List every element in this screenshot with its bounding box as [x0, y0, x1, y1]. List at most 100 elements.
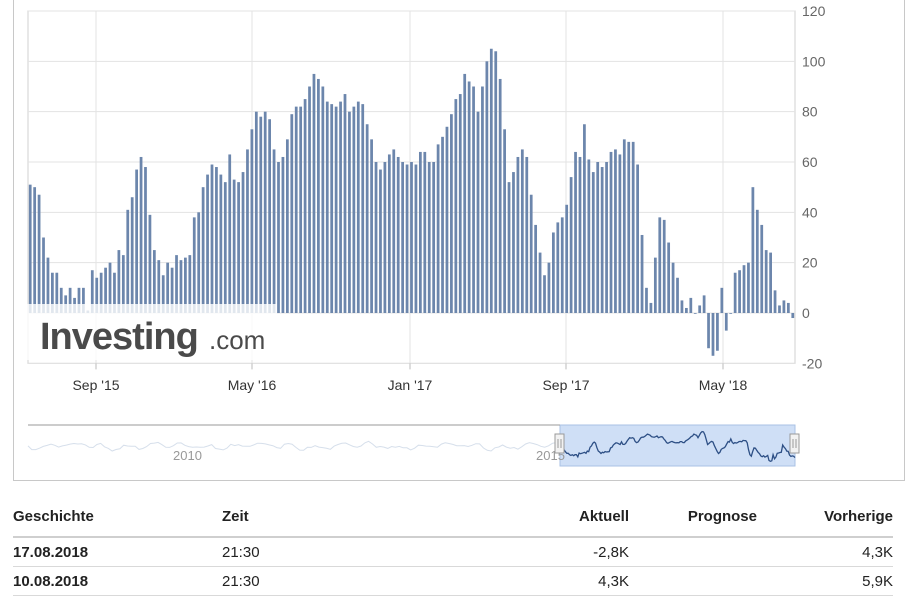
bar [760, 224, 764, 313]
bar [556, 222, 560, 313]
bar [59, 287, 63, 313]
watermark-suffix: .com [209, 325, 265, 355]
grid-lines [27, 10, 796, 364]
history-table-section: Geschichte Zeit Aktuell Prognose Vorheri… [0, 496, 916, 596]
y-tick-label: 120 [802, 3, 826, 19]
bar [130, 197, 134, 313]
bar [791, 313, 795, 319]
row-date: 17.08.2018 [13, 537, 222, 567]
bar [99, 272, 103, 313]
bar [108, 262, 112, 313]
bar [520, 149, 524, 313]
bar [716, 313, 719, 351]
bar [547, 262, 551, 313]
navigator-left-handle[interactable] [554, 433, 565, 454]
bar [418, 151, 422, 313]
navigator[interactable]: 2010 2015 [27, 424, 800, 467]
bar [139, 156, 143, 313]
x-tick-label: May '16 [228, 377, 277, 393]
bar [463, 73, 467, 313]
bar [583, 124, 586, 313]
bar [348, 111, 351, 313]
bar [374, 162, 378, 313]
bar [312, 73, 316, 313]
bar [241, 172, 245, 313]
bar [68, 287, 72, 313]
header-time[interactable]: Zeit [222, 496, 442, 538]
bar [618, 154, 622, 313]
bar [627, 141, 631, 313]
bar [738, 270, 741, 313]
bar [498, 78, 502, 313]
bar [250, 129, 254, 313]
bar [494, 51, 498, 314]
bar [334, 106, 338, 313]
bar [658, 217, 662, 313]
bar [263, 111, 267, 313]
header-forecast[interactable]: Prognose [629, 496, 757, 538]
bar [485, 61, 489, 313]
x-tick-label: May '18 [699, 377, 748, 393]
watermark-backdrop [27, 304, 277, 360]
bar [631, 141, 635, 313]
header-actual[interactable]: Aktuell [442, 496, 629, 538]
y-tick-label: 100 [802, 53, 826, 69]
x-tick-label: Sep '17 [542, 377, 589, 393]
bar [600, 167, 604, 313]
bar [751, 187, 755, 313]
header-date[interactable]: Geschichte [13, 496, 222, 538]
bar [450, 114, 453, 314]
bar [330, 104, 334, 314]
bar [157, 260, 161, 313]
bar [458, 94, 462, 313]
bar [423, 151, 427, 313]
bar [303, 99, 307, 313]
bar [28, 184, 32, 313]
bar [219, 174, 223, 313]
row-previous: 4,3K [757, 537, 893, 567]
bar [769, 252, 772, 313]
header-previous[interactable]: Vorherige [757, 496, 893, 538]
bar [427, 162, 431, 313]
bar [90, 270, 94, 313]
bar [285, 139, 289, 313]
bar [392, 149, 396, 313]
navigator-right-handle[interactable] [789, 433, 800, 454]
table-row: 10.08.2018 21:30 4,3K 5,9K [13, 566, 893, 596]
bar [782, 300, 786, 313]
bar [711, 313, 715, 356]
bar [645, 287, 648, 313]
bar [387, 154, 391, 313]
bar [33, 187, 37, 313]
bar [308, 86, 311, 313]
bar [42, 237, 45, 313]
bar [489, 48, 493, 313]
bar [445, 126, 449, 314]
bar [503, 129, 506, 313]
bar [259, 116, 263, 313]
bar [565, 204, 569, 313]
y-tick-label: 40 [802, 204, 818, 220]
row-forecast [629, 537, 757, 567]
bar [121, 255, 125, 313]
navigator-selection[interactable] [559, 424, 796, 467]
bar [720, 287, 724, 313]
bar [51, 272, 54, 313]
bar [77, 287, 81, 313]
bar [671, 262, 675, 313]
bar [246, 149, 249, 313]
row-actual: -2,8K [442, 537, 629, 567]
bar [529, 194, 533, 313]
bar [685, 307, 688, 313]
watermark-logo: Investing .com [27, 304, 277, 360]
bar [596, 162, 600, 313]
bar [552, 232, 555, 313]
bar [104, 267, 107, 313]
row-time: 21:30 [222, 537, 442, 567]
bar [188, 255, 192, 313]
bar [179, 260, 183, 313]
bar [786, 302, 790, 313]
bar [113, 272, 116, 313]
bar [534, 224, 538, 313]
bar [95, 277, 99, 313]
